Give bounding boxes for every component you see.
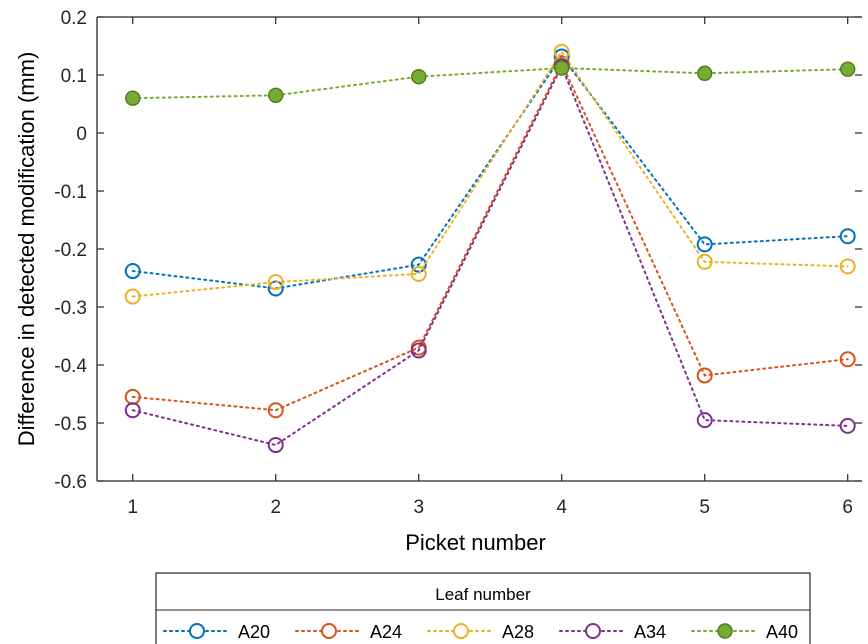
y-tick-label: -0.5 (54, 414, 87, 435)
y-axis-label: Difference in detected modification (mm) (14, 52, 39, 447)
y-tick-label: -0.1 (54, 182, 87, 203)
data-point (124, 402, 141, 419)
data-point (839, 351, 856, 368)
y-tick-label: -0.2 (54, 240, 87, 261)
legend-marker (453, 623, 469, 639)
series-A24 (124, 55, 856, 419)
legend-label: A34 (634, 622, 666, 642)
y-tick-label: 0.1 (61, 66, 87, 87)
legend-marker (321, 623, 337, 639)
data-point (410, 342, 427, 359)
data-point (696, 412, 713, 429)
series-A40 (125, 60, 856, 106)
data-point (124, 288, 141, 305)
data-point (410, 256, 427, 273)
legend-entry-A24: A24 (295, 622, 402, 642)
data-point (124, 263, 141, 280)
x-tick-label: 5 (699, 497, 710, 518)
series-layer (124, 43, 856, 454)
data-point (267, 402, 284, 419)
x-axis-label: Picket number (405, 530, 546, 555)
series-line (131, 54, 849, 290)
y-tick-label: 0 (76, 124, 87, 145)
data-point (839, 258, 856, 275)
legend-entry-A40: A40 (691, 622, 798, 642)
legend-marker (585, 623, 601, 639)
y-tick-label: -0.6 (54, 472, 87, 493)
data-point (267, 274, 284, 291)
series-line (131, 49, 849, 298)
data-point (696, 253, 713, 270)
x-tick-label: 2 (270, 497, 281, 518)
legend-label: A40 (766, 622, 798, 642)
data-point (125, 90, 141, 106)
axes: 0.2 0.1 0 -0.1 -0.2 -0.3 -0.4 -0.5 -0.6 1 2 3 4 5 6 (54, 8, 862, 518)
series-A28 (124, 43, 856, 305)
series-A34 (124, 58, 856, 454)
series-line (131, 63, 849, 447)
series-line (131, 66, 849, 100)
legend-entry-A20: A20 (163, 622, 270, 642)
data-point (839, 417, 856, 434)
x-tick-label: 1 (127, 497, 138, 518)
data-point (267, 437, 284, 454)
legend-marker (717, 623, 733, 639)
legend-label: A24 (370, 622, 402, 642)
series-line (131, 61, 849, 412)
x-tick-label: 4 (556, 497, 567, 518)
legend-marker (189, 623, 205, 639)
y-tick-label: -0.3 (54, 298, 87, 319)
data-point (411, 69, 427, 85)
x-tick-label: 3 (413, 497, 424, 518)
legend: Leaf number A20 A24 A28 A34 A40 (155, 572, 811, 644)
legend-label: A20 (238, 622, 270, 642)
data-point (840, 61, 856, 77)
data-point (697, 65, 713, 81)
data-point (839, 228, 856, 245)
data-point (410, 265, 427, 282)
legend-title: Leaf number (435, 585, 531, 604)
legend-entry-A28: A28 (427, 622, 534, 642)
legend-entry-A34: A34 (559, 622, 666, 642)
legend-box (155, 572, 811, 644)
data-point (696, 236, 713, 253)
data-point (696, 367, 713, 384)
y-tick-label: 0.2 (61, 8, 87, 29)
data-point (554, 60, 570, 76)
legend-label: A28 (502, 622, 534, 642)
y-tick-label: -0.4 (54, 356, 87, 377)
data-point (268, 87, 284, 104)
series-A20 (124, 48, 856, 297)
x-tick-label: 6 (842, 497, 853, 518)
